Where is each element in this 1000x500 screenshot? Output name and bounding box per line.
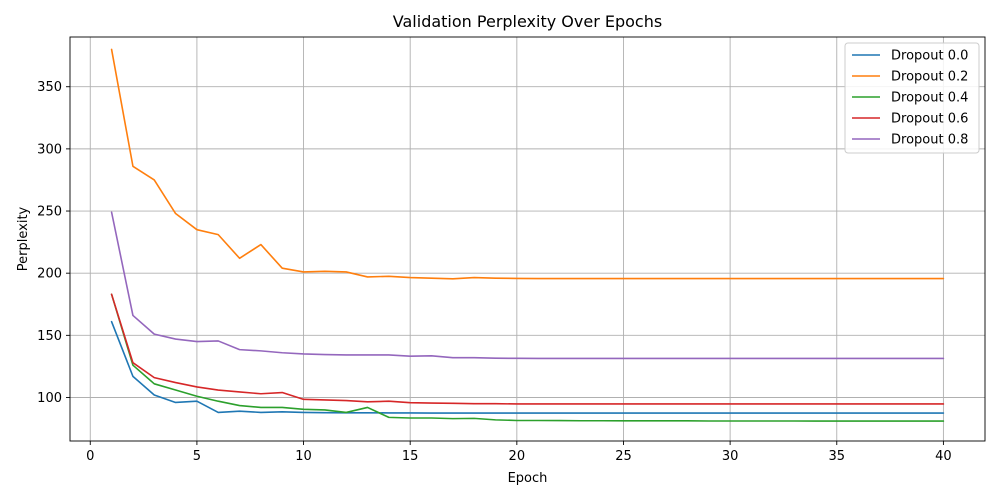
series-line-dropout-0-8	[110, 211, 945, 360]
x-tick-label: 25	[615, 449, 632, 464]
x-tick-label: 15	[402, 449, 419, 464]
y-tick-label: 200	[37, 267, 62, 282]
x-tick-label: 20	[509, 449, 526, 464]
legend-entries: Dropout 0.0 Dropout 0.2 Dropout 0.4 Dropout…	[852, 49, 968, 148]
y-tick-label: 250	[37, 205, 62, 220]
y-tick-label: 100	[37, 391, 62, 406]
legend-box	[844, 42, 980, 154]
y-tick-label: 300	[37, 142, 62, 157]
legend: Dropout 0.0 Dropout 0.2 Dropout 0.4 Dropout…	[844, 42, 980, 154]
grid	[70, 37, 985, 441]
x-tick-label: 10	[295, 449, 312, 464]
y-axis-ticks: 100 150 200 250 300 350	[37, 80, 70, 406]
x-axis-title: Epoch	[508, 471, 548, 486]
x-axis-ticks: 0 5 10 15 20 25 30 35 40	[86, 441, 952, 464]
x-tick-label: 40	[935, 449, 952, 464]
y-tick-label: 150	[37, 329, 62, 344]
series-line-dropout-0-6	[110, 293, 945, 405]
y-tick-label: 350	[37, 80, 62, 95]
series-line-dropout-0-0	[110, 320, 945, 414]
legend-label: Dropout 0.2	[891, 70, 968, 85]
y-axis-title: Perplexity	[16, 206, 31, 271]
series-line-dropout-0-4	[110, 293, 945, 422]
x-tick-label: 35	[828, 449, 845, 464]
x-tick-label: 5	[193, 449, 201, 464]
x-tick-label: 0	[86, 449, 94, 464]
series-line-dropout-0-2	[110, 48, 945, 280]
series-lines	[110, 48, 945, 422]
x-tick-label: 30	[722, 449, 739, 464]
legend-label: Dropout 0.8	[891, 133, 968, 148]
legend-label: Dropout 0.6	[891, 112, 968, 127]
plot-frame	[69, 36, 986, 442]
chart-title: Validation Perplexity Over Epochs	[393, 12, 662, 31]
legend-label: Dropout 0.4	[891, 91, 968, 106]
legend-label: Dropout 0.0	[891, 49, 968, 64]
